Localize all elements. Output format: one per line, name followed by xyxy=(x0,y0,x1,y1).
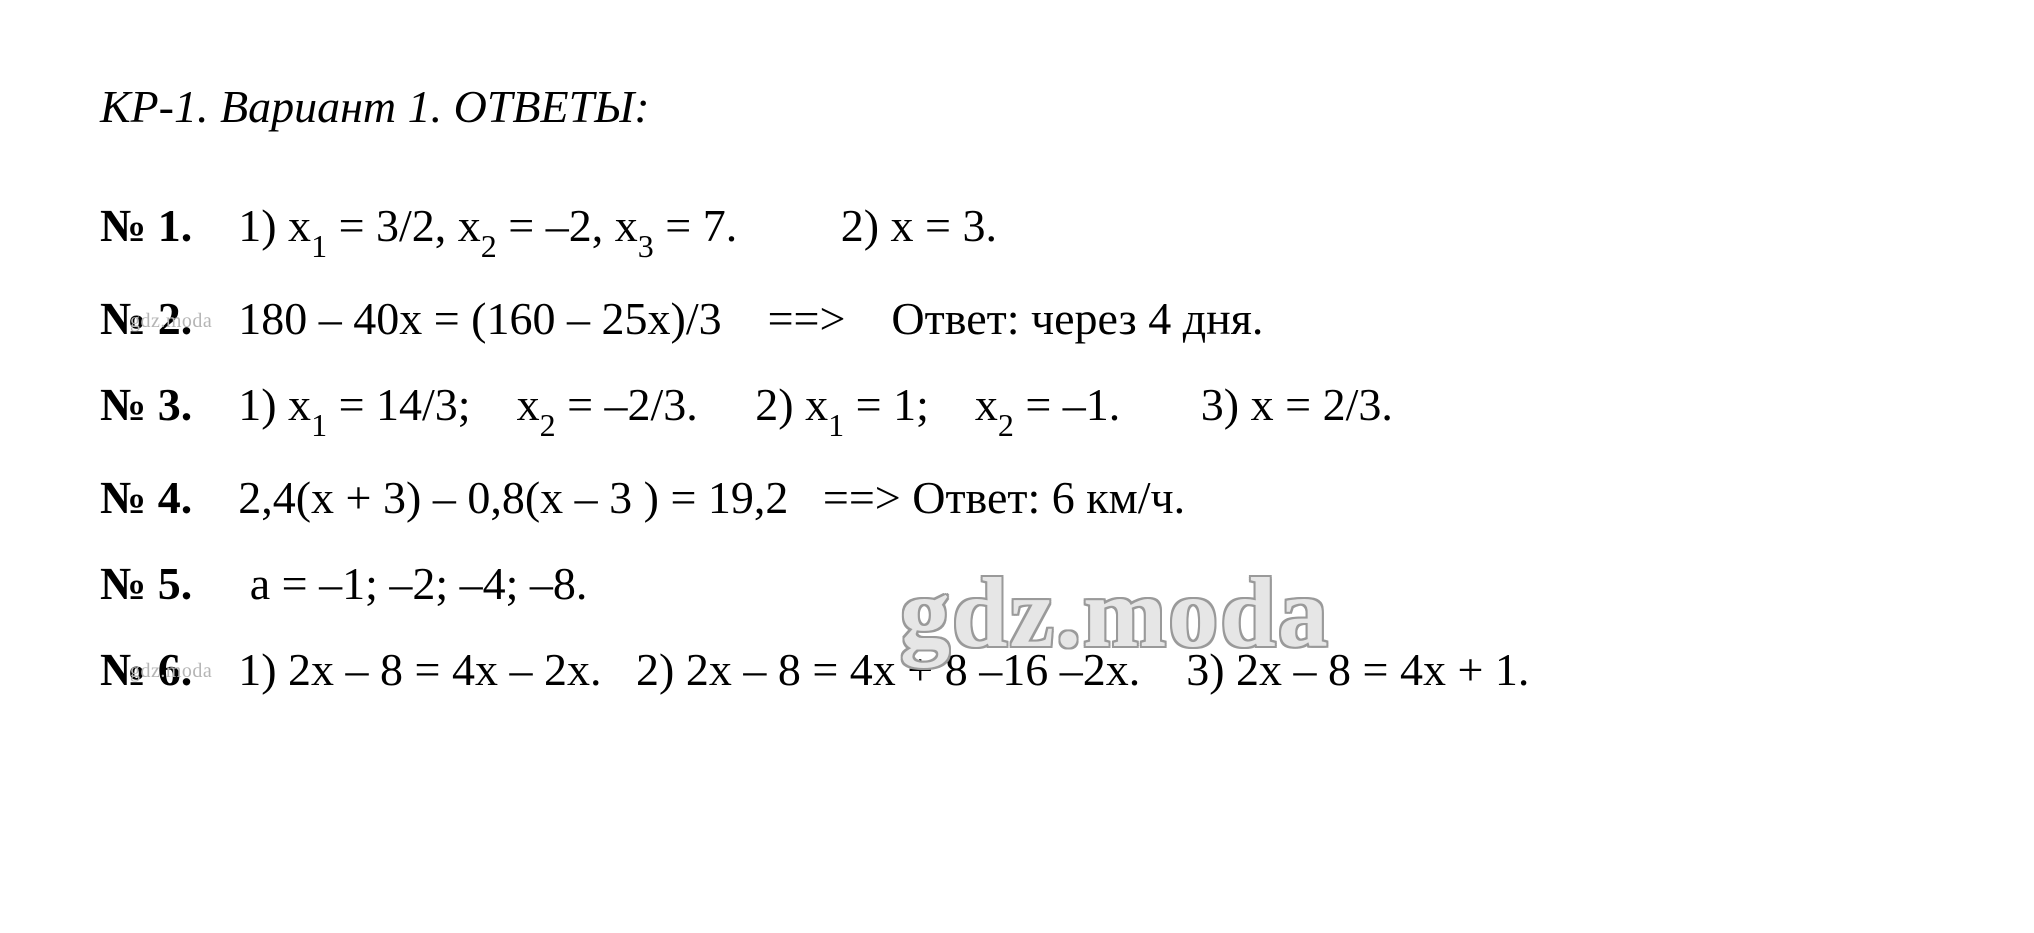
subscript-text: 2 xyxy=(481,228,497,264)
answer-text: = –2/3. 2) x xyxy=(556,379,829,430)
answer-text: = –2, x xyxy=(497,200,638,251)
answer-line: № 3. 1) x1 = 14/3; x2 = –2/3. 2) x1 = 1;… xyxy=(100,382,1934,435)
answer-label: № 5. xyxy=(100,558,192,609)
answer-line: № 4. 2,4(x + 3) – 0,8(x – 3 ) = 19,2 ==>… xyxy=(100,475,1934,521)
answer-text: = 1; x xyxy=(844,379,998,430)
answer-line: № 5. a = –1; –2; –4; –8. xyxy=(100,561,1934,607)
answer-text: = 14/3; x xyxy=(327,379,540,430)
answer-text: 180 – 40x = (160 – 25x)/3 ==> Ответ: чер… xyxy=(192,293,1263,344)
answer-text: a = –1; –2; –4; –8. xyxy=(192,558,587,609)
subscript-text: 1 xyxy=(311,407,327,443)
answer-text: 1) 2x – 8 = 4x – 2x. 2) 2x – 8 = 4x + 8 … xyxy=(192,644,1529,695)
answer-text: = 3/2, x xyxy=(327,200,481,251)
subscript-text: 3 xyxy=(638,228,654,264)
answer-lines-container: № 1. 1) x1 = 3/2, x2 = –2, x3 = 7. 2) x … xyxy=(100,203,1934,693)
answer-label: № 3. xyxy=(100,379,192,430)
answer-line: № 1. 1) x1 = 3/2, x2 = –2, x3 = 7. 2) x … xyxy=(100,203,1934,256)
answer-text: 2,4(x + 3) – 0,8(x – 3 ) = 19,2 ==> Отве… xyxy=(192,472,1185,523)
answer-label: № 2. xyxy=(100,293,192,344)
answer-line: № 6. 1) 2x – 8 = 4x – 2x. 2) 2x – 8 = 4x… xyxy=(100,647,1934,693)
subscript-text: 1 xyxy=(828,407,844,443)
answer-line: № 2. 180 – 40x = (160 – 25x)/3 ==> Ответ… xyxy=(100,296,1934,342)
answer-text: = 7. 2) x = 3. xyxy=(654,200,997,251)
answer-label: № 4. xyxy=(100,472,192,523)
answer-label: № 6. xyxy=(100,644,192,695)
subscript-text: 1 xyxy=(311,228,327,264)
answer-text: 1) x xyxy=(192,379,311,430)
page-title: КР-1. Вариант 1. ОТВЕТЫ: xyxy=(100,80,1934,133)
document-page: КР-1. Вариант 1. ОТВЕТЫ: № 1. 1) x1 = 3/… xyxy=(100,80,1934,733)
answer-text: = –1. 3) x = 2/3. xyxy=(1014,379,1393,430)
answer-text: 1) x xyxy=(192,200,311,251)
answer-label: № 1. xyxy=(100,200,192,251)
subscript-text: 2 xyxy=(540,407,556,443)
subscript-text: 2 xyxy=(998,407,1014,443)
